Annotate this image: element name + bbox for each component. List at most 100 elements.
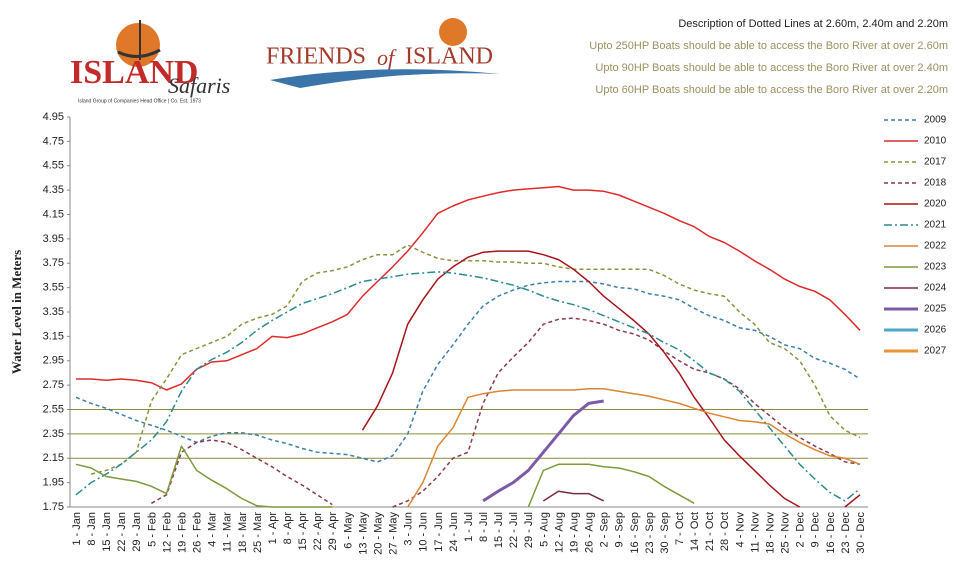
x-tick-label: 2 - Dec <box>795 512 807 548</box>
x-tick-label: 10 - Jun <box>418 512 430 552</box>
legend-label: 2017 <box>924 157 947 168</box>
x-tick-label: 12 - Feb <box>161 512 173 553</box>
series-line <box>90 244 861 475</box>
y-tick-label: 4.35 <box>43 184 64 196</box>
logo-right: ISLAND <box>405 44 493 70</box>
x-tick-label: 15 - Jul <box>493 512 505 548</box>
y-tick-label: 3.95 <box>43 233 64 245</box>
series-line <box>75 445 695 508</box>
x-tick-label: 11 - Nov <box>749 512 761 553</box>
x-tick-label: 8 - Jan <box>86 512 98 546</box>
x-tick-label: 26 - Feb <box>192 512 204 553</box>
x-tick-label: 1 - Jul <box>463 512 475 542</box>
logo-sun <box>439 18 467 46</box>
logo-island-safaris: ISLAND Safaris Island Group of Companies… <box>70 20 230 104</box>
x-tick-label: 3 - Jun <box>403 512 415 546</box>
x-tick-label: 23 - Sep <box>644 512 656 554</box>
x-tick-label: 4 - Nov <box>734 512 746 548</box>
x-tick-label: 25 - Mar <box>252 512 264 553</box>
x-tick-label: 29 - Jan <box>131 512 143 552</box>
x-tick-label: 11 - Mar <box>222 512 234 552</box>
x-tick-label: 25 - Nov <box>780 512 792 554</box>
legend-label: 2025 <box>924 304 947 315</box>
x-tick-label: 22 - Jan <box>116 512 128 552</box>
legend-label: 2026 <box>924 325 947 336</box>
y-tick-label: 3.35 <box>43 306 64 318</box>
x-tick-label: 15 - Jan <box>101 512 113 552</box>
x-tick-label: 4 - Mar <box>207 512 219 547</box>
x-tick-label: 19 - Aug <box>568 512 580 553</box>
x-tick-label: 7 - Oct <box>674 512 686 545</box>
x-tick-label: 29 - Jul <box>523 512 535 548</box>
series-line <box>407 388 861 508</box>
logo-boat <box>117 48 161 58</box>
x-tick-label: 26 - Aug <box>584 512 596 553</box>
note: Upto 60HP Boats should be able to access… <box>595 84 948 96</box>
x-tick-label: 1 - Apr <box>267 512 279 545</box>
series-line <box>482 399 604 503</box>
x-tick-label: 9 - Sep <box>614 512 626 547</box>
x-tick-label: 22 - Apr <box>312 512 324 551</box>
y-tick-label: 3.75 <box>43 257 64 269</box>
x-tick-label: 29 - Apr <box>327 512 339 551</box>
series-line <box>76 185 861 391</box>
y-tick-label: 4.55 <box>43 160 64 172</box>
y-tick-label: 1.95 <box>43 477 64 489</box>
x-tick-label: 16 - Dec <box>825 512 837 554</box>
series-line <box>75 280 861 463</box>
x-tick-label: 14 - Oct <box>689 512 701 551</box>
x-tick-label: 15 - Apr <box>297 512 309 551</box>
x-tick-label: 5 - Feb <box>146 512 158 547</box>
logo-left: FRIENDS <box>266 44 366 70</box>
x-tick-label: 30 - Dec <box>855 512 867 554</box>
y-tick-label: 2.55 <box>43 403 64 415</box>
x-tick-label: 28 - Oct <box>719 512 731 551</box>
y-tick-label: 2.95 <box>43 355 64 367</box>
x-tick-label: 18 - Mar <box>237 512 249 553</box>
x-tick-label: 27 - May <box>388 512 400 555</box>
y-axis-label: Water Level in Meters <box>9 250 24 374</box>
x-tick-label: 13 - May <box>357 512 369 555</box>
series-line <box>542 490 605 502</box>
logo-wave <box>270 69 500 88</box>
x-tick-label: 8 - Apr <box>282 512 294 545</box>
logo-title: ISLAND <box>70 54 198 91</box>
x-tick-label: 24 - Jun <box>448 512 460 552</box>
x-tick-label: 8 - Jul <box>478 512 490 542</box>
y-tick-label: 2.75 <box>43 379 64 391</box>
x-tick-label: 19 - Feb <box>176 512 188 553</box>
series-line <box>151 317 861 508</box>
legend-label: 2021 <box>924 220 947 231</box>
logo-friends: FRIENDS of ISLAND <box>266 18 500 88</box>
y-tick-label: 2.35 <box>43 428 64 440</box>
y-tick-label: 1.75 <box>43 501 64 513</box>
x-tick-label: 21 - Oct <box>704 512 716 551</box>
legend-label: 2010 <box>924 136 947 147</box>
series-line <box>75 271 861 502</box>
x-tick-label: 12 - Aug <box>553 512 565 553</box>
legend-label: 2009 <box>924 115 947 126</box>
legend-label: 2024 <box>924 283 947 294</box>
x-tick-label: 9 - Dec <box>810 512 822 548</box>
x-tick-label: 6 - May <box>342 512 354 549</box>
legend-label: 2018 <box>924 178 947 189</box>
legend-label: 2027 <box>924 346 947 357</box>
x-tick-label: 2 - Sep <box>599 512 611 547</box>
y-tick-label: 4.75 <box>43 135 64 147</box>
y-tick-label: 4.95 <box>43 111 64 123</box>
x-tick-label: 30 - Sep <box>659 512 671 554</box>
x-tick-label: 23 - Dec <box>840 512 852 554</box>
note: Upto 90HP Boats should be able to access… <box>595 62 948 74</box>
legend-label: 2022 <box>924 241 947 252</box>
description: Description of Dotted Lines at 2.60m, 2.… <box>678 18 948 30</box>
note: Upto 250HP Boats should be able to acces… <box>589 40 948 52</box>
logo-mid: of <box>377 45 397 70</box>
y-tick-label: 3.55 <box>43 282 64 294</box>
y-tick-label: 2.15 <box>43 452 64 464</box>
legend-label: 2023 <box>924 262 947 273</box>
x-tick-label: 16 - Sep <box>629 512 641 554</box>
logo-script: Safaris <box>168 73 230 98</box>
legend-label: 2020 <box>924 199 947 210</box>
